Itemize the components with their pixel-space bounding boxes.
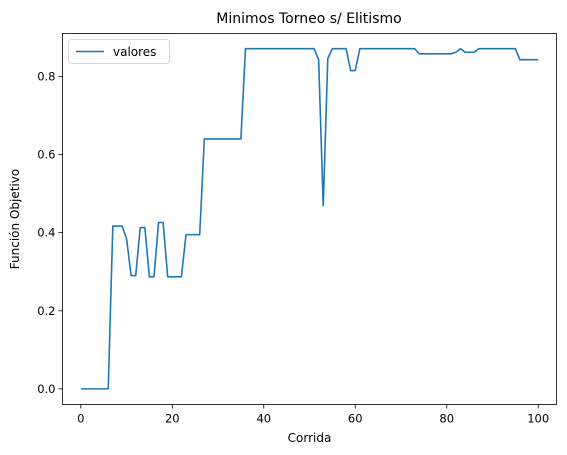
y-axis-label: Función Objetivo — [8, 169, 22, 269]
x-axis-label: Corrida — [288, 431, 332, 445]
chart-title: Minimos Torneo s/ Elitismo — [216, 11, 401, 27]
x-tick-label: 40 — [256, 412, 271, 426]
legend-entry-valores: valores — [113, 45, 156, 59]
x-tick-label: 100 — [527, 412, 549, 426]
legend-box — [68, 39, 170, 64]
x-tick-label: 80 — [439, 412, 454, 426]
series-line-valores — [80, 47, 539, 390]
series-group — [80, 47, 539, 390]
y-tick-label: 0.2 — [37, 304, 55, 318]
x-tick-label: 60 — [348, 412, 363, 426]
y-tick-label: 0.0 — [37, 382, 55, 396]
y-tick-label: 0.6 — [37, 148, 55, 162]
x-tick-label: 20 — [165, 412, 180, 426]
plot-area — [62, 33, 557, 405]
x-tick-label: 0 — [77, 412, 84, 426]
y-tick-label: 0.4 — [37, 226, 55, 240]
y-tick-label: 0.8 — [37, 69, 55, 83]
tick-group: 0 20 40 60 80 100 0.0 0.2 0.4 0.6 0.8 — [37, 69, 549, 425]
legend: valores — [68, 39, 170, 64]
